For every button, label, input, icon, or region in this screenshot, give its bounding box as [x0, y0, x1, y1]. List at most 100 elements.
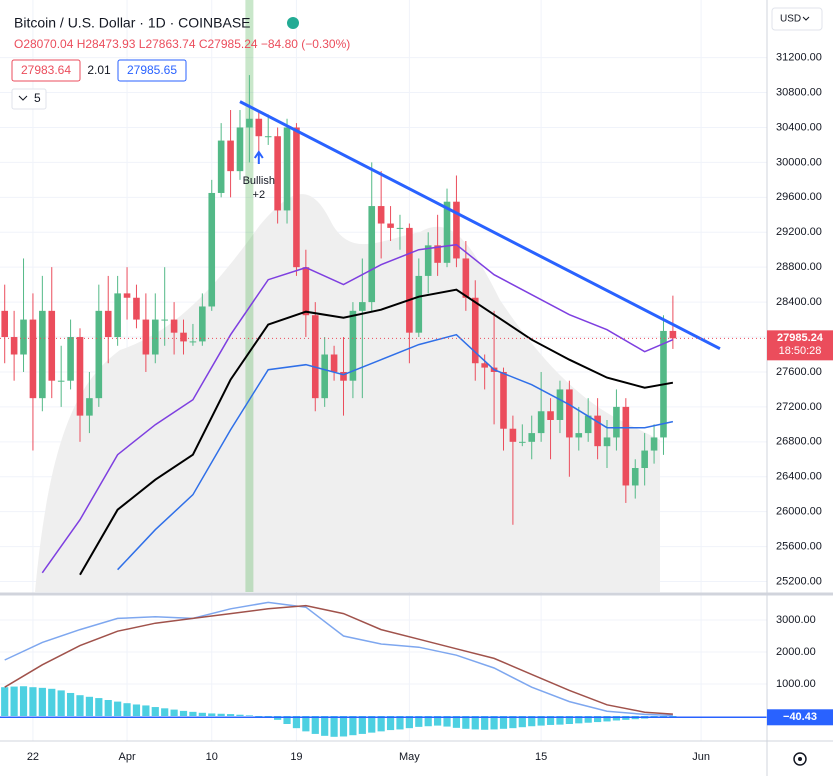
- histogram-bar: [462, 716, 470, 729]
- histogram-bar: [386, 716, 395, 731]
- settings-icon-core: [798, 757, 802, 761]
- candle-body: [264, 136, 272, 138]
- candle-body: [631, 468, 639, 486]
- y-tick-label: 1000.00: [776, 678, 816, 690]
- candle-body: [10, 337, 18, 355]
- candle-body: [67, 337, 74, 381]
- candle-body: [123, 293, 131, 298]
- candle-body: [311, 315, 319, 399]
- candle-body: [1, 310, 9, 338]
- histogram-bar: [292, 716, 301, 729]
- x-tick-label: Jun: [692, 751, 710, 763]
- candle-body: [114, 293, 121, 338]
- histogram-bar: [302, 716, 310, 732]
- histogram-bar: [236, 714, 244, 716]
- histogram-bar: [499, 716, 508, 729]
- candle-body: [396, 227, 404, 229]
- status-dot: [287, 17, 299, 29]
- moving-average: [41, 243, 674, 574]
- histogram-bar: [226, 714, 235, 716]
- candle-body: [406, 227, 413, 333]
- bid-box[interactable]: [11, 59, 81, 82]
- candle-body: [217, 140, 225, 193]
- settings-icon[interactable]: [793, 752, 807, 766]
- candle-body: [462, 258, 470, 298]
- y-tick-label: 26800.00: [776, 436, 822, 448]
- histogram-bar: [603, 716, 611, 722]
- histogram-bar: [471, 716, 479, 730]
- currency[interactable]: USD: [780, 14, 801, 25]
- histogram-bar: [19, 686, 28, 716]
- candle-body: [189, 341, 197, 343]
- candle-body: [424, 245, 432, 276]
- y-tick-label: 25600.00: [776, 541, 822, 553]
- candle-body: [293, 127, 300, 268]
- histogram-bar: [10, 686, 18, 716]
- histogram-bar: [151, 707, 159, 716]
- histogram-bar: [368, 716, 376, 733]
- indicators-toggle[interactable]: [11, 88, 47, 110]
- candle-body: [20, 319, 27, 355]
- candle-body: [613, 406, 620, 438]
- candle-body: [255, 118, 263, 137]
- last-price-label: 27985.24: [777, 332, 824, 344]
- indicator-count[interactable]: 5: [34, 91, 41, 105]
- candle-body: [349, 310, 357, 381]
- candle-body: [76, 337, 84, 416]
- histogram-bar: [452, 716, 461, 728]
- candle-body: [471, 297, 479, 364]
- candle-body: [283, 127, 291, 211]
- volume-shade: [35, 194, 660, 592]
- candle-body: [133, 297, 140, 320]
- y-tick-label: 25200.00: [776, 575, 822, 587]
- spread: 2.01: [87, 63, 111, 77]
- histogram-bar: [490, 716, 498, 730]
- y-tick-label: 26400.00: [776, 471, 822, 483]
- histogram-bar: [405, 716, 413, 729]
- bid[interactable]: 27983.64: [21, 63, 71, 77]
- histogram-bar: [424, 716, 432, 727]
- candle-body: [387, 223, 394, 228]
- candle-body: [669, 330, 677, 339]
- histogram-bar: [443, 716, 451, 727]
- histogram-bar: [114, 701, 122, 716]
- histogram-bar: [481, 716, 489, 730]
- histogram-bar: [57, 690, 65, 716]
- histogram-bar: [85, 696, 94, 716]
- candle-body: [330, 354, 338, 372]
- histogram-bar: [546, 716, 555, 725]
- histogram-bar: [339, 716, 348, 737]
- ask-box[interactable]: [117, 59, 187, 82]
- candle-body: [236, 127, 244, 172]
- histogram-bar: [217, 713, 225, 716]
- candle-body: [377, 206, 385, 224]
- histogram-bar: [283, 716, 291, 724]
- signal-highlight: [245, 0, 254, 592]
- candle-body: [537, 411, 545, 434]
- histogram-bar: [556, 716, 564, 725]
- y-tick-label: 30800.00: [776, 86, 822, 98]
- ask[interactable]: 27985.65: [127, 63, 177, 77]
- histogram-bar: [565, 716, 573, 724]
- value-box: [767, 709, 833, 726]
- y-tick-label: 28800.00: [776, 261, 822, 273]
- currency-button[interactable]: [771, 7, 823, 31]
- histogram-bar: [1, 687, 9, 716]
- histogram-bar: [29, 687, 37, 716]
- candle-body: [556, 389, 564, 420]
- histogram-bar: [594, 716, 602, 723]
- ohlc: O28070.04 H28473.93 L27863.74 C27985.24 …: [14, 37, 350, 51]
- candle-body: [443, 201, 451, 263]
- histogram-bar: [584, 716, 592, 723]
- histogram-bar: [255, 716, 263, 717]
- histogram-bar: [434, 716, 442, 726]
- y-tick-label: 3000.00: [776, 614, 816, 626]
- candle-body: [500, 371, 507, 429]
- candle-body: [509, 428, 517, 442]
- histogram-bar: [161, 708, 169, 716]
- candle-body: [161, 319, 168, 321]
- signal-arrow: [253, 150, 264, 164]
- histogram-bar: [66, 692, 75, 716]
- chevron: [18, 95, 28, 101]
